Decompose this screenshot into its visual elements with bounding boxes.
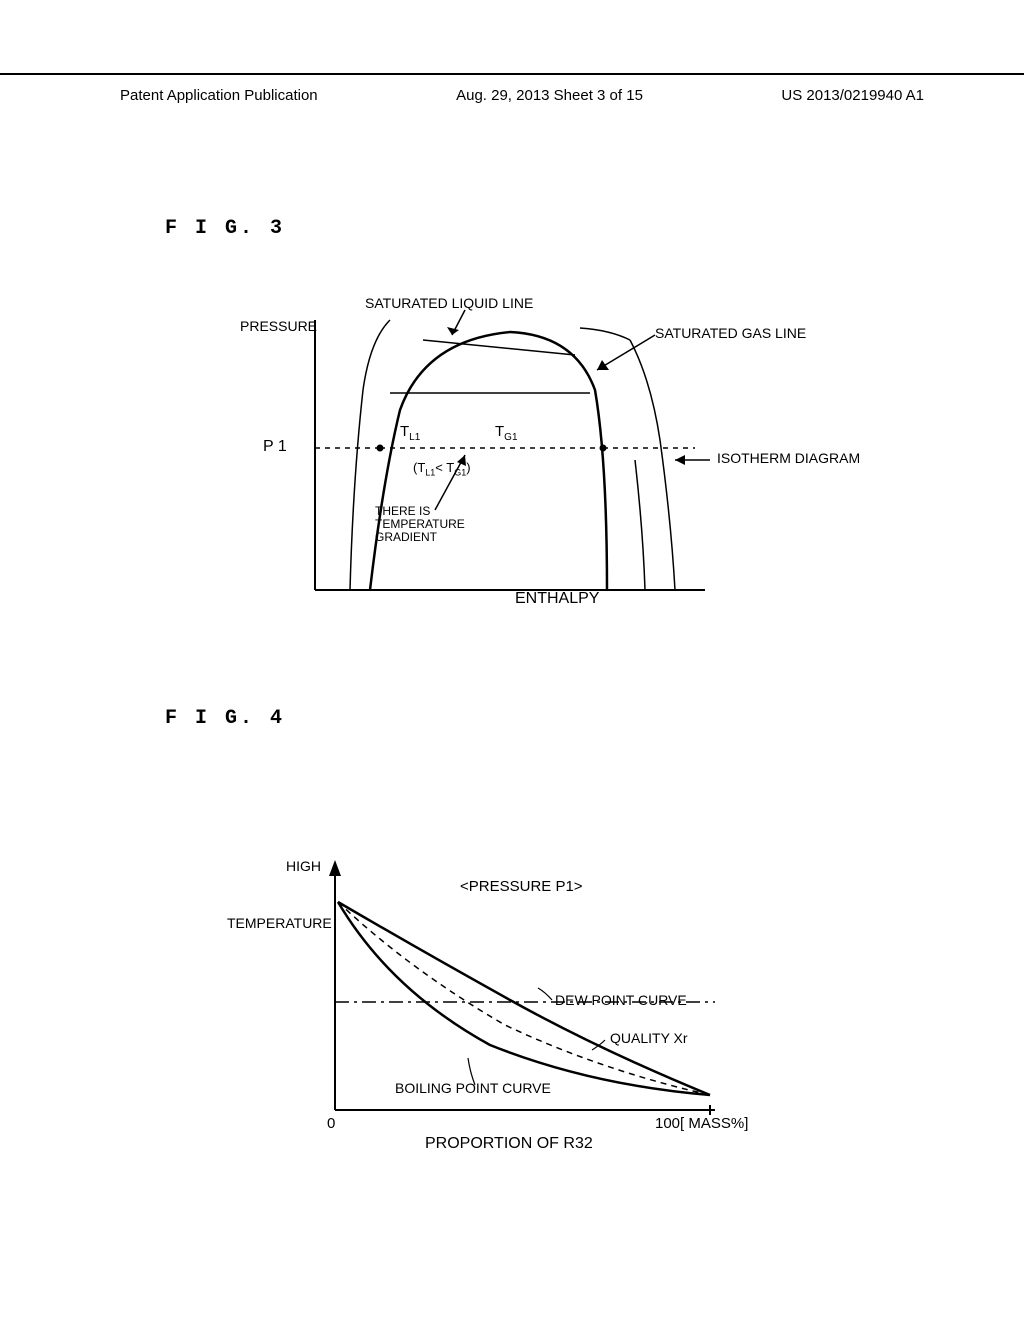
- proportion-label: PROPORTION OF R32: [425, 1135, 593, 1153]
- sat-liquid-label: SATURATED LIQUID LINE: [365, 295, 533, 311]
- isotherm-label: ISOTHERM DIAGRAM: [717, 450, 860, 466]
- p1-label: P 1: [263, 438, 287, 456]
- high-label: HIGH: [286, 858, 321, 874]
- hundred-label: 100[ MASS%]: [655, 1115, 748, 1132]
- header-right: US 2013/0219940 A1: [781, 87, 924, 104]
- page-header: Patent Application Publication Aug. 29, …: [0, 73, 1024, 104]
- pressure-label: PRESSURE: [240, 318, 317, 334]
- quality-xr-label: QUALITY Xr: [610, 1030, 688, 1046]
- relation-label: (TL1< TG1): [413, 460, 471, 478]
- enthalpy-label: ENTHALPY: [515, 590, 599, 608]
- sat-gas-label: SATURATED GAS LINE: [655, 325, 806, 341]
- header-center: Aug. 29, 2013 Sheet 3 of 15: [456, 87, 643, 104]
- fig4-diagram: HIGH TEMPERATURE <PRESSURE P1> DEW POINT…: [260, 840, 820, 1170]
- fig3-label: F I G. 3: [165, 217, 285, 240]
- tl1-label: TL1: [400, 423, 420, 443]
- fig3-diagram: SATURATED LIQUID LINE PRESSURE SATURATED…: [235, 280, 835, 640]
- dew-point-label: DEW POINT CURVE: [555, 992, 687, 1008]
- pressure-p1-label: <PRESSURE P1>: [460, 878, 583, 895]
- tg1-label: TG1: [495, 423, 518, 443]
- zero-label: 0: [327, 1115, 335, 1132]
- fig4-label: F I G. 4: [165, 707, 285, 730]
- boiling-point-label: BOILING POINT CURVE: [395, 1080, 551, 1096]
- header-left: Patent Application Publication: [120, 87, 318, 104]
- temperature-label: TEMPERATURE: [227, 915, 332, 931]
- gradient-label: THERE IS TEMPERATURE GRADIENT: [375, 505, 465, 545]
